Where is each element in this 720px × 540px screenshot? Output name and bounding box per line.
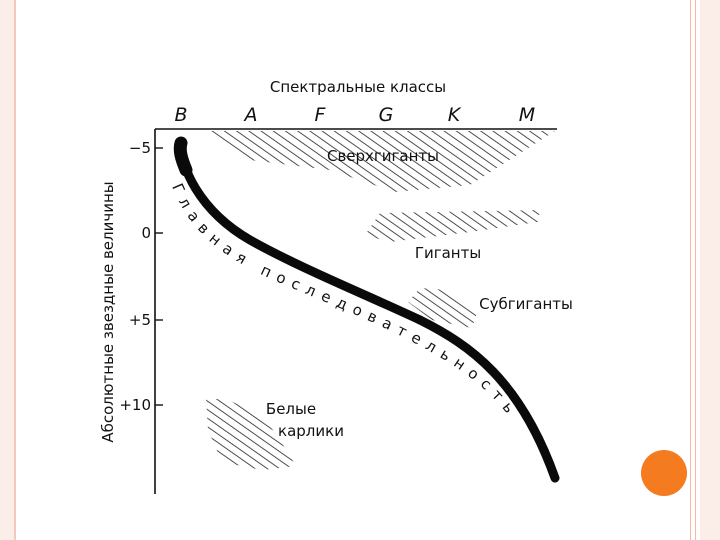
left-decor-line xyxy=(14,0,16,540)
magnitude-ticks: −5 0 +5 +10 xyxy=(119,139,163,414)
giants-label: Гиганты xyxy=(415,244,481,262)
spectral-class-label: M xyxy=(519,104,535,126)
spectral-class-labels: B A F G K M xyxy=(174,104,535,126)
spectral-class-label: K xyxy=(448,104,462,126)
y-axis-label: Абсолютные звездные величины xyxy=(99,181,117,442)
white-dwarfs-region xyxy=(206,398,296,470)
supergiants-label: Сверхгиганты xyxy=(327,147,439,165)
white-dwarfs-label-line2: карлики xyxy=(278,422,344,440)
main-sequence-curve xyxy=(176,138,560,483)
orange-circle-decor xyxy=(641,450,687,496)
right-decor-band xyxy=(700,0,720,540)
right-decor-line xyxy=(695,0,696,540)
magnitude-tick-label: +5 xyxy=(129,311,151,329)
spectral-class-label: A xyxy=(243,104,258,126)
magnitude-tick-label: 0 xyxy=(141,224,151,242)
giants-region xyxy=(365,210,540,242)
magnitude-tick-label: +10 xyxy=(119,396,151,414)
left-decor-band xyxy=(0,0,14,540)
diagram-title: Спектральные классы xyxy=(270,78,446,96)
magnitude-tick-label: −5 xyxy=(129,139,151,157)
right-decor-line xyxy=(690,0,691,540)
supergiants-region xyxy=(205,131,555,192)
subgiants-region xyxy=(408,288,478,328)
white-dwarfs-label-line1: Белые xyxy=(266,400,316,418)
spectral-class-label: G xyxy=(379,104,394,126)
main-sequence-curve-head xyxy=(173,136,193,177)
subgiants-label: Субгиганты xyxy=(479,295,573,313)
spectral-class-label: F xyxy=(315,104,327,126)
spectral-class-label: B xyxy=(174,104,187,126)
